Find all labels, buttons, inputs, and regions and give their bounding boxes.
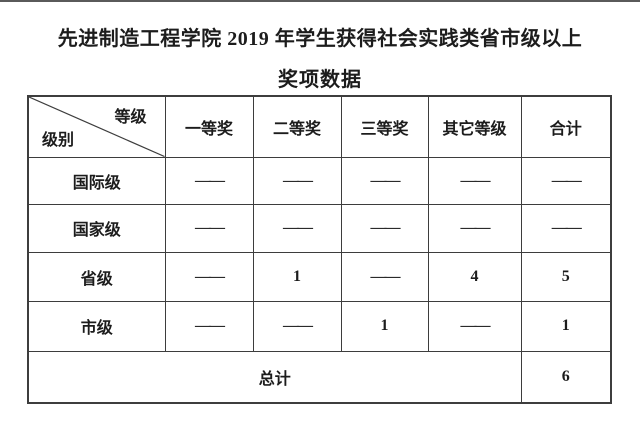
column-header-third-prize: 三等奖 bbox=[340, 95, 429, 158]
cell-value: —— bbox=[164, 300, 254, 352]
diagonal-divider-line bbox=[29, 97, 165, 157]
cell-value: 5 bbox=[520, 251, 612, 302]
cell-value: 4 bbox=[427, 251, 522, 302]
column-header-first-prize: 一等奖 bbox=[164, 95, 254, 158]
table-row-international: 国际级 —— —— —— —— —— bbox=[27, 156, 612, 205]
corner-header-cell: 等级 级别 bbox=[27, 95, 166, 158]
awards-data-table: 等级 级别 一等奖 二等奖 三等奖 其它等级 合计 国际级 —— —— —— —… bbox=[27, 95, 612, 404]
document-title-line2: 奖项数据 bbox=[278, 69, 362, 91]
table-row-municipal: 市级 —— —— 1 —— 1 bbox=[27, 300, 612, 352]
cell-value: —— bbox=[164, 203, 254, 253]
cell-value: —— bbox=[164, 251, 254, 302]
cell-value: —— bbox=[164, 156, 254, 205]
cell-value: —— bbox=[252, 300, 342, 352]
row-label: 国际级 bbox=[27, 156, 166, 205]
cell-value: 1 bbox=[520, 300, 612, 352]
page-top-rule bbox=[0, 0, 640, 2]
cell-value: —— bbox=[340, 251, 429, 302]
cell-value: —— bbox=[252, 203, 342, 253]
table-footer-row: 总计 6 bbox=[27, 350, 612, 404]
cell-value: —— bbox=[427, 300, 522, 352]
cell-value: —— bbox=[340, 156, 429, 205]
cell-value: —— bbox=[252, 156, 342, 205]
column-header-subtotal: 合计 bbox=[520, 95, 612, 158]
document-title-line1: 先进制造工程学院 2019 年学生获得社会实践类省市级以上 bbox=[57, 28, 583, 50]
cell-value: —— bbox=[340, 203, 429, 253]
column-header-other-grade: 其它等级 bbox=[427, 95, 522, 158]
row-label: 省级 bbox=[27, 251, 166, 302]
cell-value: 1 bbox=[340, 300, 429, 352]
corner-label-level: 级别 bbox=[42, 131, 75, 149]
row-label: 国家级 bbox=[27, 203, 166, 253]
column-header-second-prize: 二等奖 bbox=[252, 95, 342, 158]
grand-total-value: 6 bbox=[520, 350, 612, 404]
row-label: 市级 bbox=[27, 300, 166, 352]
table-row-national: 国家级 —— —— —— —— —— bbox=[27, 203, 612, 253]
table-row-provincial: 省级 —— 1 —— 4 5 bbox=[27, 251, 612, 302]
cell-value: —— bbox=[427, 203, 522, 253]
cell-value: —— bbox=[520, 203, 612, 253]
cell-value: 1 bbox=[252, 251, 342, 302]
corner-label-grade: 等级 bbox=[114, 109, 147, 126]
table-header-row: 等级 级别 一等奖 二等奖 三等奖 其它等级 合计 bbox=[27, 95, 612, 158]
grand-total-label: 总计 bbox=[27, 350, 522, 404]
cell-value: —— bbox=[520, 156, 612, 205]
cell-value: —— bbox=[427, 156, 522, 205]
